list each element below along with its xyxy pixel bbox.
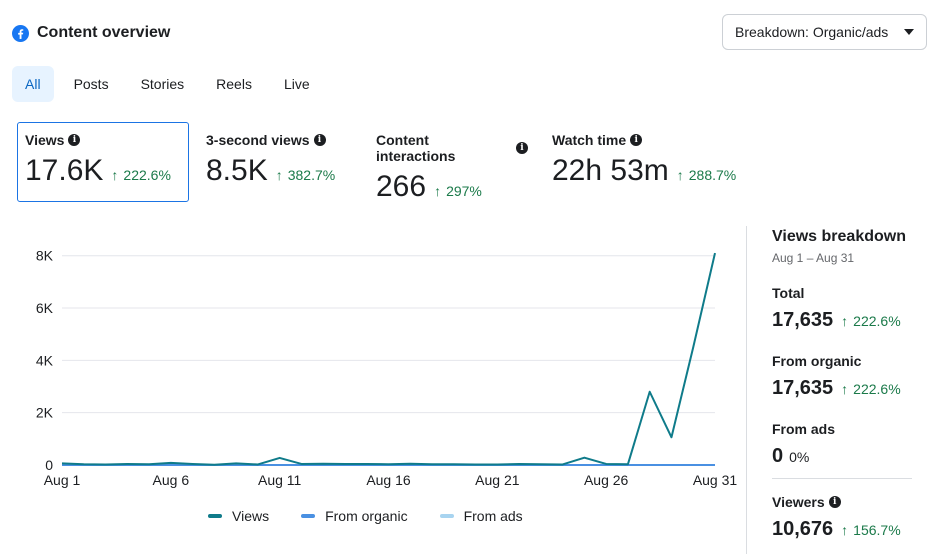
ads-label: From ads (772, 421, 836, 437)
change-value: 156.7% (853, 522, 901, 538)
metric-card-watch-time[interactable]: Watch time i 22h 53m ↑ 288.7% (545, 122, 765, 202)
metric-label: Views (25, 132, 65, 148)
viewers-change: ↑ 156.7% (841, 522, 900, 538)
breakdown-ads: From ads 0 0% (772, 421, 912, 468)
page-header: Content overview (12, 20, 170, 46)
views-breakdown-panel: Views breakdown Aug 1 – Aug 31 Total 17,… (772, 228, 932, 540)
y-tick-label: 8K (36, 248, 54, 264)
metric-card-views[interactable]: Views i 17.6K ↑ 222.6% (17, 122, 189, 202)
change-value: 288.7% (688, 167, 737, 183)
arrow-up-icon: ↑ (841, 313, 849, 329)
ads-value: 0 (772, 445, 784, 467)
organic-label: From organic (772, 353, 862, 369)
viewers-value: 10,676 (772, 518, 834, 540)
chart-legend: Views From organic From ads (208, 508, 555, 524)
x-tick-label: Aug 11 (258, 472, 302, 488)
breakdown-organic: From organic 17,635 ↑ 222.6% (772, 353, 912, 400)
metric-change: ↑ 222.6% (111, 167, 170, 183)
organic-value: 17,635 (772, 377, 834, 399)
info-icon[interactable]: i (313, 134, 326, 146)
change-value: 222.6% (853, 381, 901, 397)
page-title: Content overview (37, 24, 171, 41)
metric-card-3-second-views[interactable]: 3-second views i 8.5K ↑ 382.7% (199, 122, 359, 202)
tab-reels[interactable]: Reels (216, 76, 252, 92)
breakdown-title: Views breakdown (772, 228, 906, 245)
legend-swatch (439, 514, 454, 518)
breakdown-viewers: Viewers i 10,676 ↑ 156.7% (772, 494, 912, 541)
total-change: ↑ 222.6% (841, 313, 900, 329)
x-tick-label: Aug 1 (44, 472, 81, 488)
info-icon[interactable]: i (516, 142, 528, 154)
legend-item-from-organic[interactable]: From organic (301, 508, 408, 524)
tab-posts[interactable]: Posts (73, 76, 109, 92)
x-tick-label: Aug 16 (366, 472, 411, 488)
ads-change: 0% (789, 449, 810, 465)
metric-change: ↑ 382.7% (276, 167, 335, 183)
total-value: 17,635 (772, 309, 834, 331)
legend-item-views[interactable]: Views (208, 508, 269, 524)
facebook-logo-icon (12, 24, 29, 42)
legend-label: From ads (463, 508, 523, 524)
info-icon[interactable]: i (828, 496, 841, 508)
info-icon[interactable]: i (68, 134, 81, 146)
x-tick-label: Aug 21 (475, 472, 520, 488)
change-value: 382.7% (287, 167, 336, 183)
tab-all[interactable]: All (12, 66, 54, 102)
legend-item-from-ads[interactable]: From ads (439, 508, 523, 524)
legend-swatch (208, 514, 222, 518)
breakdown-label: Breakdown: Organic/ads (735, 24, 889, 40)
breakdown-total: Total 17,635 ↑ 222.6% (772, 285, 912, 332)
breakdown-dropdown[interactable]: Breakdown: Organic/ads (722, 14, 927, 50)
x-tick-label: Aug 6 (153, 472, 190, 488)
metric-value: 8.5K (206, 154, 268, 187)
arrow-up-icon: ↑ (434, 183, 442, 199)
metric-label: 3-second views (206, 132, 310, 148)
caret-down-icon (904, 29, 914, 35)
legend-label: Views (232, 508, 270, 524)
metric-value: 266 (376, 170, 427, 203)
metric-change: ↑ 297% (434, 183, 482, 199)
arrow-up-icon: ↑ (676, 167, 684, 183)
legend-swatch (301, 514, 316, 518)
arrow-up-icon: ↑ (841, 522, 849, 538)
y-tick-label: 6K (36, 300, 54, 316)
viewers-label: Viewers (772, 494, 825, 510)
views-line-chart[interactable]: 0 2K 4K 6K 8K Aug 1 Aug 6 Aug 11 Aug 16 Aug 21 Aug… (0, 228, 740, 498)
organic-change: ↑ 222.6% (841, 381, 900, 397)
change-value: 222.6% (853, 313, 901, 329)
legend-label: From organic (325, 508, 408, 524)
x-tick-label: Aug 31 (693, 472, 738, 488)
metric-value: 22h 53m (552, 154, 669, 187)
total-label: Total (772, 285, 805, 301)
arrow-up-icon: ↑ (275, 167, 283, 183)
tab-stories[interactable]: Stories (140, 76, 185, 92)
breakdown-separator (772, 478, 912, 479)
series-line-views (61, 252, 716, 466)
metric-value: 17.6K (25, 154, 104, 187)
y-tick-label: 4K (36, 352, 54, 368)
info-icon[interactable]: i (630, 134, 643, 146)
tab-live[interactable]: Live (283, 76, 310, 92)
y-tick-label: 0 (45, 457, 53, 473)
change-value: 297% (446, 183, 482, 199)
metric-label: Watch time (552, 132, 627, 148)
metric-card-content-interactions[interactable]: Content interactions i 266 ↑ 297% (369, 122, 535, 203)
metric-cards: Views i 17.6K ↑ 222.6% 3-second views i 8.5… (17, 122, 775, 203)
y-tick-label: 2K (36, 405, 54, 421)
arrow-up-icon: ↑ (111, 167, 119, 183)
metric-label: Content interactions (376, 132, 456, 164)
panel-divider (746, 226, 747, 554)
content-tabs: All Posts Stories Reels Live (12, 66, 330, 102)
arrow-up-icon: ↑ (841, 381, 849, 397)
change-value: 222.6% (123, 167, 171, 183)
x-tick-label: Aug 26 (584, 472, 629, 488)
metric-change: ↑ 288.7% (677, 167, 736, 183)
views-chart: 0 2K 4K 6K 8K Aug 1 Aug 6 Aug 11 Aug 16 Aug 21 Aug… (0, 228, 740, 538)
date-range: Aug 1 – Aug 31 (772, 251, 855, 265)
